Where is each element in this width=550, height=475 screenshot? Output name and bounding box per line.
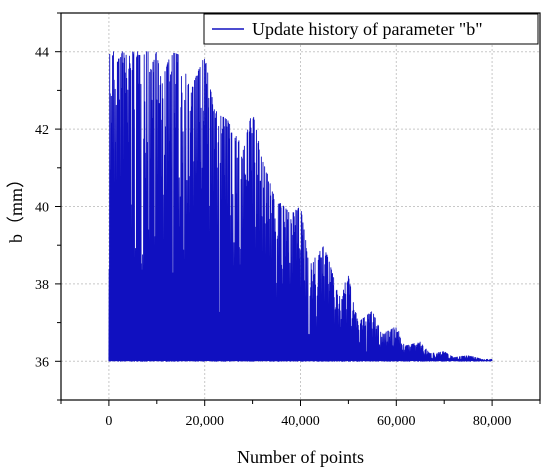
- series-line: [108, 51, 493, 362]
- y-axis-label: b（mm）: [6, 170, 26, 243]
- axis-ticks: [55, 12, 541, 406]
- y-tick-label: 42: [35, 123, 49, 138]
- x-tick-label: 40,000: [281, 414, 320, 429]
- legend-label: Update history of parameter "b": [252, 19, 483, 39]
- y-tick-labels: 36 38 40 42 44: [35, 46, 49, 371]
- legend: Update history of parameter "b": [203, 13, 539, 45]
- y-tick-label: 38: [35, 278, 49, 293]
- y-tick-label: 40: [35, 201, 49, 216]
- data-series: [108, 51, 493, 362]
- x-tick-label: 20,000: [185, 414, 224, 429]
- x-tick-label: 80,000: [473, 414, 512, 429]
- x-tick-label: 60,000: [377, 414, 416, 429]
- y-tick-label: 36: [35, 355, 49, 370]
- x-tick-labels: 0 20,000 40,000 60,000 80,000: [105, 414, 511, 429]
- x-tick-label: 0: [105, 414, 112, 429]
- x-axis-label: Number of points: [237, 447, 364, 467]
- legend-box: [203, 13, 539, 45]
- y-tick-label: 44: [35, 46, 49, 61]
